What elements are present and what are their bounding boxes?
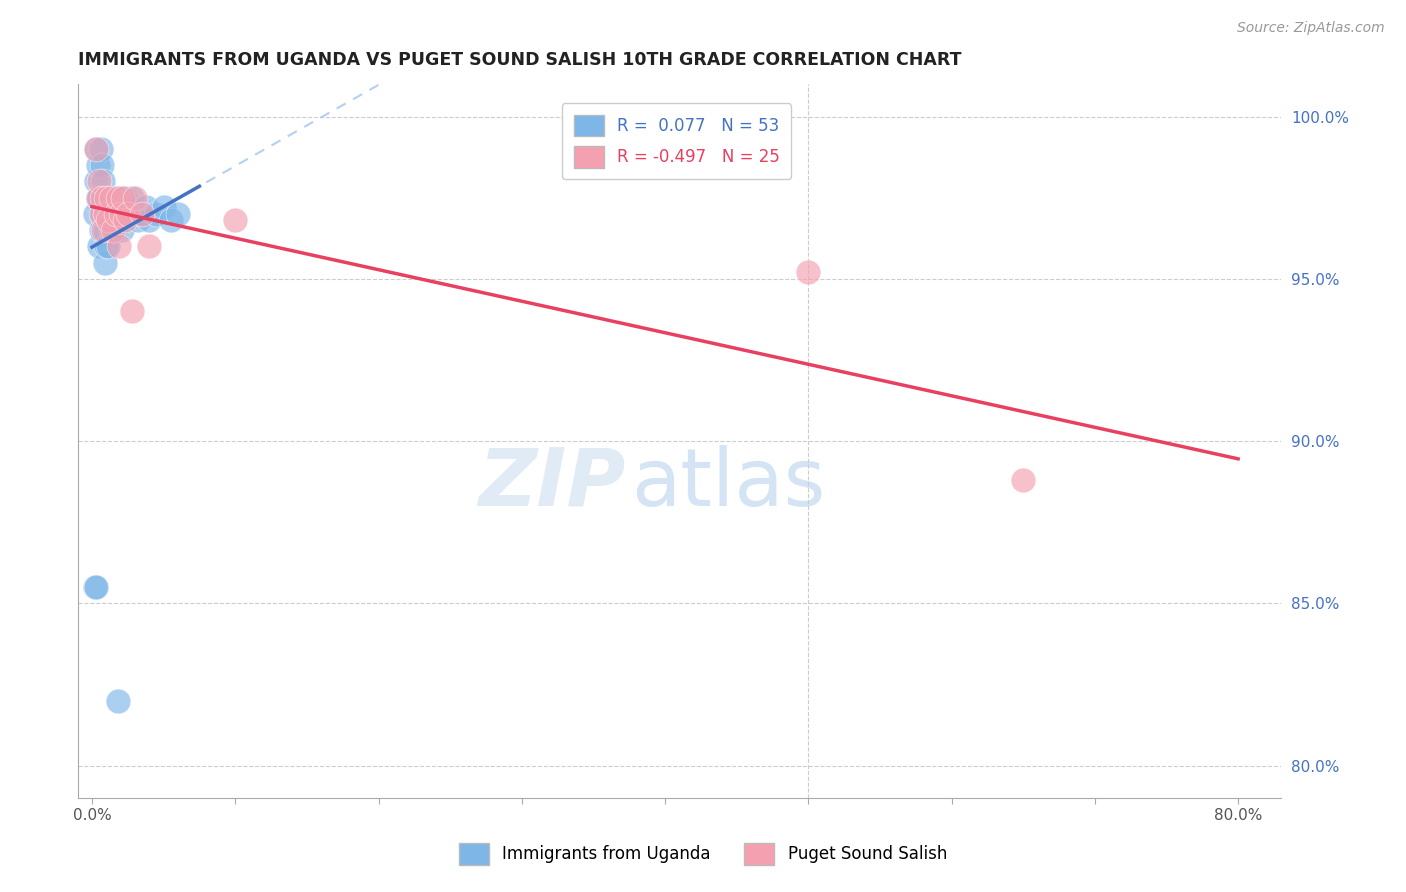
Point [111, 223, 134, 237]
Text: Source: ZipAtlas.com: Source: ZipAtlas.com [1237, 21, 1385, 36]
Point [91, 191, 114, 205]
Point [93, 223, 115, 237]
Point [101, 213, 124, 227]
Point [105, 207, 128, 221]
Point [94, 223, 117, 237]
Point [84, 142, 107, 156]
Point [86, 191, 108, 205]
Point [131, 207, 153, 221]
Point [135, 201, 157, 215]
Point [107, 213, 129, 227]
Point [89, 191, 111, 205]
Point [121, 304, 143, 318]
Text: IMMIGRANTS FROM UGANDA VS PUGET SOUND SALISH 10TH GRADE CORRELATION CHART: IMMIGRANTS FROM UGANDA VS PUGET SOUND SA… [77, 51, 962, 69]
Point [117, 207, 139, 221]
Point [94, 207, 117, 221]
Point [83, 580, 105, 594]
Point [90, 223, 112, 237]
Point [97, 213, 120, 227]
Point [83, 207, 105, 221]
Point [97, 207, 120, 221]
Point [89, 174, 111, 188]
Point [93, 174, 115, 188]
Point [101, 207, 124, 221]
Point [86, 191, 108, 205]
Point [91, 158, 114, 172]
Legend: Immigrants from Uganda, Puget Sound Salish: Immigrants from Uganda, Puget Sound Sali… [449, 833, 957, 875]
Point [112, 191, 135, 205]
Point [108, 191, 131, 205]
Point [224, 213, 246, 227]
Point [107, 191, 129, 205]
Point [103, 194, 125, 208]
Point [90, 142, 112, 156]
Point [114, 213, 136, 227]
Point [145, 207, 167, 221]
Point [96, 239, 118, 253]
Point [124, 207, 146, 221]
Point [100, 223, 122, 237]
Point [110, 207, 132, 221]
Point [110, 207, 132, 221]
Point [152, 201, 174, 215]
Point [131, 207, 153, 221]
Point [104, 223, 127, 237]
Point [93, 191, 115, 205]
Point [100, 191, 122, 205]
Point [117, 207, 139, 221]
Point [98, 213, 121, 227]
Point [127, 213, 149, 227]
Point [104, 191, 127, 205]
Point [89, 239, 111, 253]
Point [84, 580, 107, 594]
Point [103, 207, 125, 221]
Point [138, 213, 160, 227]
Point [797, 265, 820, 279]
Point [114, 191, 136, 205]
Point [96, 191, 118, 205]
Point [1012, 473, 1035, 487]
Point [107, 694, 129, 708]
Point [94, 207, 117, 221]
Point [96, 207, 118, 221]
Point [84, 142, 107, 156]
Point [91, 207, 114, 221]
Point [84, 174, 107, 188]
Point [138, 239, 160, 253]
Point [108, 239, 131, 253]
Point [94, 255, 117, 269]
Point [167, 207, 190, 221]
Point [103, 223, 125, 237]
Point [86, 158, 108, 172]
Point [97, 239, 120, 253]
Text: atlas: atlas [631, 445, 825, 523]
Point [124, 191, 146, 205]
Point [96, 191, 118, 205]
Point [159, 213, 181, 227]
Point [118, 201, 141, 215]
Point [98, 191, 121, 205]
Point [121, 191, 143, 205]
Text: ZIP: ZIP [478, 445, 626, 523]
Point [105, 207, 128, 221]
Legend: R =  0.077   N = 53, R = -0.497   N = 25: R = 0.077 N = 53, R = -0.497 N = 25 [562, 103, 792, 179]
Point [100, 201, 122, 215]
Point [90, 207, 112, 221]
Point [112, 201, 135, 215]
